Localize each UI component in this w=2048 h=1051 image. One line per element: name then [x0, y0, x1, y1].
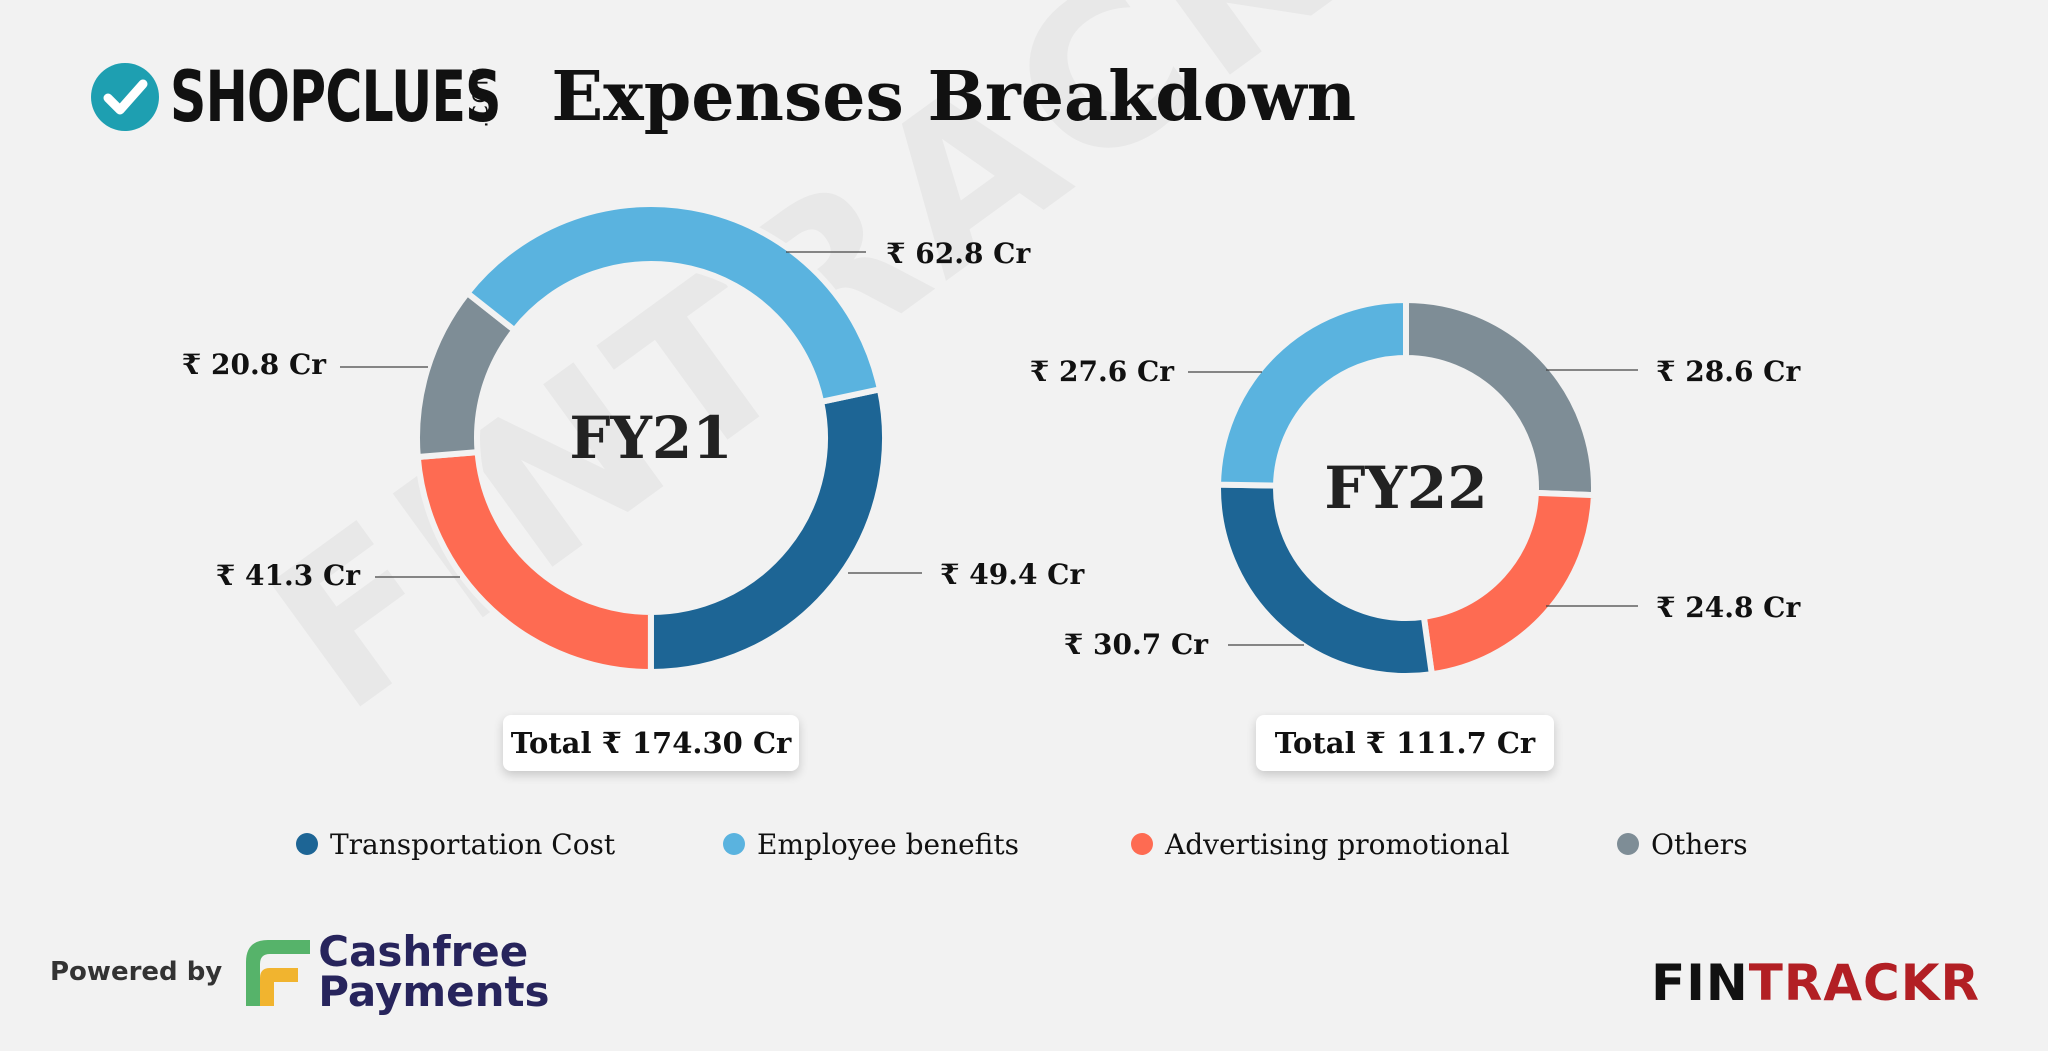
data-label: ₹ 30.7 Cr	[1064, 628, 1209, 661]
cashfree-logo-icon	[246, 940, 311, 1006]
header: SHOPCLUES .COM Expenses Breakdown	[90, 52, 1356, 142]
shopclues-logo: SHOPCLUES .COM	[90, 56, 511, 138]
donut-slice-transportation-cost	[1215, 481, 1436, 679]
page-title: Expenses Breakdown	[551, 57, 1357, 137]
legend: Transportation Cost Employee benefits Ad…	[0, 822, 2048, 866]
legend-item-employee: Employee benefits	[723, 822, 1019, 866]
legend-swatch	[1617, 833, 1639, 855]
data-label: ₹ 49.4 Cr	[940, 558, 1085, 591]
data-label: ₹ 24.8 Cr	[1656, 591, 1801, 624]
legend-item-transportation: Transportation Cost	[296, 822, 615, 866]
checkmark-icon	[91, 63, 159, 131]
data-label: ₹ 20.8 Cr	[182, 348, 327, 381]
cashfree-line2: Payments	[318, 967, 550, 1016]
donut-fy22: ₹ 28.6 Cr ₹ 24.8 Cr ₹ 30.7 Cr ₹ 27.6 Cr FY22	[1030, 296, 1801, 679]
legend-swatch	[296, 833, 318, 855]
cashfree-line1: Cashfree	[318, 927, 529, 976]
data-label: ₹ 27.6 Cr	[1030, 355, 1175, 388]
legend-swatch	[723, 833, 745, 855]
fy22-total: Total ₹ 111.7 Cr	[1256, 715, 1554, 771]
legend-item-advertising: Advertising promotional	[1131, 822, 1510, 866]
data-label: ₹ 62.8 Cr	[886, 237, 1031, 270]
data-label: ₹ 28.6 Cr	[1656, 355, 1801, 388]
fintrackr-logo: FINTRACKR	[1651, 954, 1980, 1012]
fintrackr-trackr: TRACKR	[1748, 954, 1980, 1012]
donut-fy21: ₹ 49.4 Cr ₹ 41.3 Cr ₹ 20.8 Cr ₹ 62.8 Cr FY21	[182, 201, 1085, 676]
legend-label: Employee benefits	[757, 827, 1019, 861]
donut-center-label: FY21	[569, 404, 732, 472]
legend-label: Others	[1651, 827, 1748, 861]
legend-label: Transportation Cost	[330, 827, 616, 861]
donut-slice-advertising-promotional	[414, 448, 654, 676]
fy21-total: Total ₹ 174.30 Cr	[503, 715, 799, 771]
donut-slice-employee-benefits	[1214, 296, 1409, 489]
data-label: ₹ 41.3 Cr	[216, 559, 361, 592]
powered-by: Powered by Cashfree Payments	[50, 927, 550, 1016]
cashfree-wordmark: Cashfree Payments	[318, 927, 550, 1016]
legend-item-others: Others	[1617, 822, 1748, 866]
legend-swatch	[1131, 833, 1153, 855]
donut-center-label: FY22	[1324, 454, 1487, 522]
powered-by-text: Powered by	[50, 957, 223, 987]
legend-label: Advertising promotional	[1165, 827, 1510, 861]
fintrackr-fin: FIN	[1651, 954, 1749, 1012]
donut-slice-employee-benefits	[463, 201, 884, 406]
